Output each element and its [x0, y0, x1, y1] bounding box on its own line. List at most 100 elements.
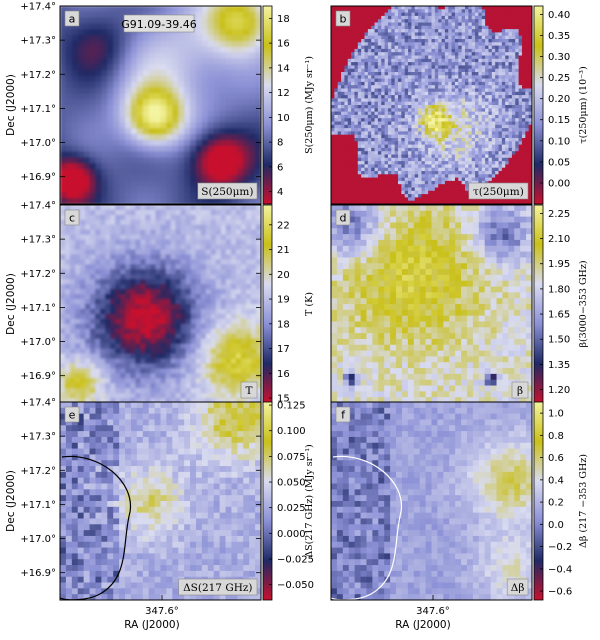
- map-cell: [351, 81, 356, 86]
- map-cell: [448, 15, 453, 20]
- map-cell: [337, 174, 342, 179]
- map-cell: [384, 184, 389, 189]
- map-cell: [448, 144, 453, 149]
- map-cell: [377, 171, 382, 175]
- map-cell: [357, 42, 362, 47]
- map-cell: [471, 128, 476, 132]
- map-cell: [213, 198, 221, 204]
- map-cell: [381, 200, 386, 204]
- map-cell: [428, 42, 433, 47]
- map-cell: [438, 19, 443, 24]
- map-cell: [471, 200, 476, 204]
- map-cell: [451, 194, 456, 198]
- map-cell: [491, 29, 496, 33]
- map-cell: [354, 98, 359, 103]
- map-cell: [398, 39, 402, 43]
- map-cell: [381, 184, 386, 189]
- map-cell: [511, 25, 516, 30]
- map-cell: [485, 78, 490, 83]
- map-cell: [213, 110, 221, 118]
- map-cell: [237, 64, 244, 71]
- map-cell: [243, 99, 250, 106]
- map-cell: [89, 35, 97, 42]
- map-cell: [119, 186, 126, 193]
- map-cell: [377, 157, 382, 162]
- map-cell: [408, 124, 412, 129]
- map-cell: [347, 81, 352, 86]
- map-cell: [113, 46, 120, 54]
- map-cell: [518, 32, 523, 37]
- map-cell: [468, 200, 473, 204]
- map-cell: [331, 62, 335, 66]
- map-cell: [205, 209, 212, 216]
- map-cell: [404, 184, 409, 189]
- map-cell: [441, 177, 446, 182]
- map-cell: [498, 6, 503, 10]
- map-cell: [491, 98, 496, 103]
- map-cell: [491, 108, 496, 113]
- map-cell: [421, 55, 426, 60]
- map-cell: [515, 138, 520, 142]
- map-cell: [344, 29, 349, 33]
- map-cell: [495, 65, 500, 70]
- map-cell: [481, 141, 486, 146]
- map-cell: [488, 68, 493, 73]
- map-cell: [357, 39, 362, 43]
- map-cell: [471, 42, 476, 47]
- map-cell: [367, 177, 372, 182]
- map-cell: [488, 91, 493, 96]
- map-cell: [371, 6, 376, 10]
- map-cell: [381, 78, 386, 83]
- map-cell: [387, 29, 392, 33]
- map-cell: [525, 6, 530, 10]
- map-cell: [454, 200, 459, 204]
- map-cell: [515, 75, 520, 80]
- map-cell: [347, 29, 352, 33]
- map-cell: [424, 190, 429, 195]
- map-cell: [391, 75, 396, 80]
- map-cell: [444, 197, 449, 202]
- map-cell: [428, 111, 433, 116]
- map-cell: [377, 197, 382, 202]
- map-cell: [347, 68, 352, 73]
- map-cell: [434, 200, 439, 204]
- map-cell: [371, 187, 376, 192]
- map-cell: [119, 151, 126, 159]
- map-cell: [130, 198, 138, 204]
- map-cell: [357, 124, 362, 129]
- map-cell: [205, 219, 212, 226]
- map-cell: [154, 40, 162, 48]
- map-cell: [347, 134, 352, 139]
- map-cell: [515, 101, 520, 106]
- map-cell: [166, 180, 173, 188]
- map-cell: [485, 197, 490, 202]
- map-cell: [243, 122, 250, 129]
- map-cell: [178, 116, 185, 124]
- map-cell: [501, 75, 506, 80]
- map-cell: [515, 15, 520, 20]
- map-cell: [401, 91, 406, 96]
- map-cell: [190, 70, 197, 77]
- map-cell: [374, 81, 379, 86]
- map-cell: [166, 198, 173, 204]
- map-cell: [219, 157, 227, 164]
- map-cell: [341, 194, 345, 198]
- map-cell: [219, 145, 227, 153]
- map-cell: [364, 200, 369, 204]
- map-cell: [398, 164, 402, 169]
- map-cell: [334, 184, 339, 189]
- map-cell: [160, 205, 167, 211]
- map-cell: [89, 169, 97, 176]
- map-cell: [508, 131, 513, 136]
- map-cell: [334, 42, 339, 47]
- map-cell: [485, 144, 490, 149]
- map-cell: [255, 169, 261, 176]
- map-cell: [485, 111, 490, 116]
- map-cell: [468, 39, 473, 43]
- map-cell: [441, 197, 446, 202]
- map-cell: [367, 91, 372, 96]
- map-cell: [505, 131, 510, 136]
- map-cell: [347, 45, 352, 50]
- map-cell: [391, 52, 396, 57]
- map-cell: [518, 91, 523, 96]
